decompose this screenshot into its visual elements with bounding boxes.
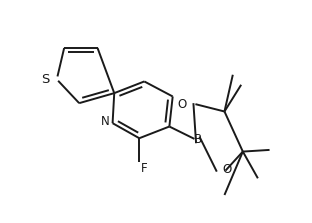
Text: O: O xyxy=(178,98,187,111)
Text: S: S xyxy=(41,73,49,86)
Text: O: O xyxy=(222,163,232,176)
Text: B: B xyxy=(194,133,202,146)
Text: F: F xyxy=(141,162,148,175)
Text: N: N xyxy=(100,115,109,128)
